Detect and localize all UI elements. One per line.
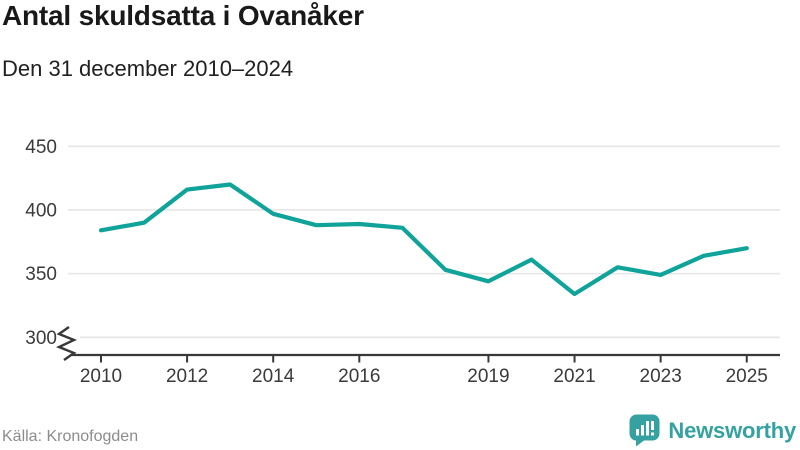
y-tick-label: 450	[25, 137, 57, 158]
x-tick-label: 2021	[553, 366, 595, 387]
y-axis-tick-labels: 300 350 400 450	[25, 137, 57, 349]
x-tick-label: 2010	[80, 366, 122, 387]
x-tick-label: 2012	[166, 366, 208, 387]
newsworthy-logo[interactable]: Newsworthy	[629, 414, 796, 447]
x-tick-label: 2014	[252, 366, 295, 387]
data-series-line	[98, 182, 749, 297]
x-tick-label: 2019	[467, 366, 509, 387]
y-tick-label: 350	[25, 264, 57, 285]
page-subtitle: Den 31 december 2010–2024	[2, 56, 294, 81]
y-tick-label: 400	[25, 200, 57, 221]
axis-break-icon	[55, 326, 78, 361]
axis-break-squiggle	[55, 326, 78, 361]
x-axis	[72, 353, 780, 363]
line-chart: 300 350 400 450 2010 2012 2014 2016 2019 2021 202…	[25, 137, 780, 387]
x-tick-label: 2023	[640, 366, 682, 387]
page-title: Antal skuldsatta i Ovanåker	[2, 0, 364, 31]
series-polyline	[98, 182, 749, 297]
source-label: Källa: Kronofogden	[2, 428, 139, 445]
x-tick-label: 2025	[726, 366, 768, 387]
x-tick-label: 2016	[338, 366, 380, 387]
newsworthy-wordmark: Newsworthy	[668, 418, 796, 443]
newsworthy-bar-chart-pin-icon	[629, 414, 660, 447]
y-tick-label: 300	[25, 328, 57, 349]
x-axis-tick-labels: 2010 2012 2014 2016 2019 2021 2023 2025	[80, 366, 768, 387]
gridlines	[68, 145, 780, 339]
